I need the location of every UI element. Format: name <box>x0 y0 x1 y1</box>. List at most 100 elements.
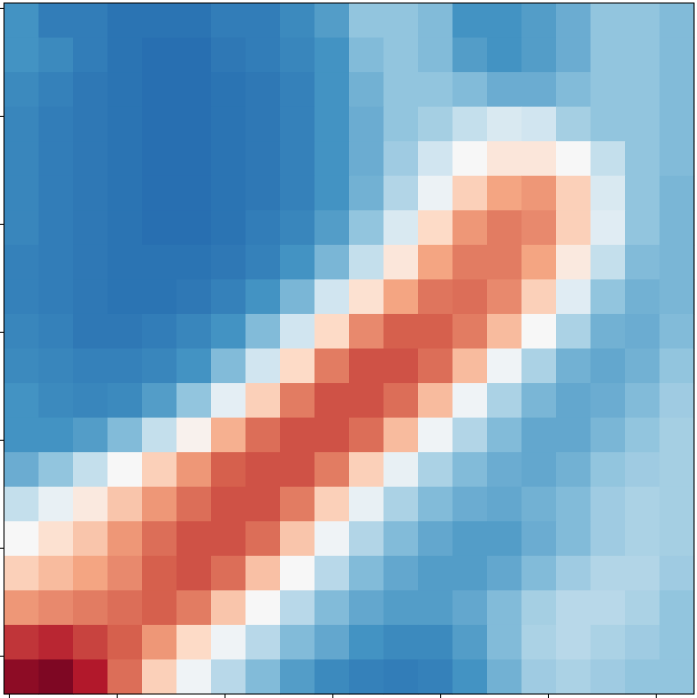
cell <box>176 383 212 419</box>
cell <box>245 210 281 246</box>
cell <box>314 313 350 350</box>
cell <box>349 659 385 695</box>
cell <box>625 175 661 211</box>
cell <box>659 244 695 280</box>
cell <box>590 521 626 557</box>
cell <box>211 417 247 453</box>
cell <box>625 383 661 419</box>
cell <box>176 279 212 315</box>
cell <box>107 141 143 177</box>
cell <box>625 106 661 142</box>
cell <box>314 244 350 280</box>
cell <box>280 37 316 73</box>
cell <box>211 313 247 350</box>
cell <box>590 37 626 73</box>
plot-frame <box>3 2 695 695</box>
cell <box>383 3 419 39</box>
cell <box>280 590 316 626</box>
cell <box>4 37 40 73</box>
cell <box>107 555 143 591</box>
cell <box>625 659 661 695</box>
cell <box>487 313 523 350</box>
cell <box>176 37 212 73</box>
cell <box>142 279 178 315</box>
cell <box>176 417 212 453</box>
cell <box>314 72 350 108</box>
cell <box>245 279 281 315</box>
cell <box>452 141 488 177</box>
cell <box>487 348 523 384</box>
cell <box>452 452 488 488</box>
cell <box>349 486 385 522</box>
cell <box>418 452 454 488</box>
cell <box>659 106 695 142</box>
cell <box>487 417 523 453</box>
cell <box>383 37 419 73</box>
cell <box>73 521 109 557</box>
cell <box>280 141 316 177</box>
cell <box>487 624 523 661</box>
cell <box>659 3 695 39</box>
cell <box>314 659 350 695</box>
cell <box>245 141 281 177</box>
cell <box>625 590 661 626</box>
cell <box>659 72 695 108</box>
cell <box>107 37 143 73</box>
cell <box>142 3 178 39</box>
cell <box>418 486 454 522</box>
cell <box>176 106 212 142</box>
cell <box>245 37 281 73</box>
cell <box>556 3 592 39</box>
cell <box>452 244 488 280</box>
cell <box>418 210 454 246</box>
cell <box>4 417 40 453</box>
cell <box>107 486 143 522</box>
cell <box>142 244 178 280</box>
cell <box>659 486 695 522</box>
cell <box>142 37 178 73</box>
cell <box>176 175 212 211</box>
cell <box>38 452 74 488</box>
cell <box>521 279 557 315</box>
cell <box>418 555 454 591</box>
cell <box>383 659 419 695</box>
cell <box>245 590 281 626</box>
cell <box>625 417 661 453</box>
cell <box>38 590 74 626</box>
cell <box>556 590 592 626</box>
cell <box>4 279 40 315</box>
cell <box>349 624 385 661</box>
cell <box>107 72 143 108</box>
cell <box>176 521 212 557</box>
cell <box>142 659 178 695</box>
cell <box>521 383 557 419</box>
cell <box>383 590 419 626</box>
cell <box>590 106 626 142</box>
cell <box>521 348 557 384</box>
cell <box>73 452 109 488</box>
cell <box>521 3 557 39</box>
cell <box>452 175 488 211</box>
cell <box>176 555 212 591</box>
cell <box>590 313 626 350</box>
cell <box>280 3 316 39</box>
cell <box>452 417 488 453</box>
cell <box>38 210 74 246</box>
cell <box>487 72 523 108</box>
cell <box>314 486 350 522</box>
cell <box>38 383 74 419</box>
cell <box>383 486 419 522</box>
cell <box>625 3 661 39</box>
cell <box>487 175 523 211</box>
cell <box>142 175 178 211</box>
cell <box>625 141 661 177</box>
cell <box>383 244 419 280</box>
cell <box>659 521 695 557</box>
cell <box>73 659 109 695</box>
cell <box>211 3 247 39</box>
cell <box>211 624 247 661</box>
cell <box>452 279 488 315</box>
cell <box>349 106 385 142</box>
cell <box>38 141 74 177</box>
cell <box>383 624 419 661</box>
